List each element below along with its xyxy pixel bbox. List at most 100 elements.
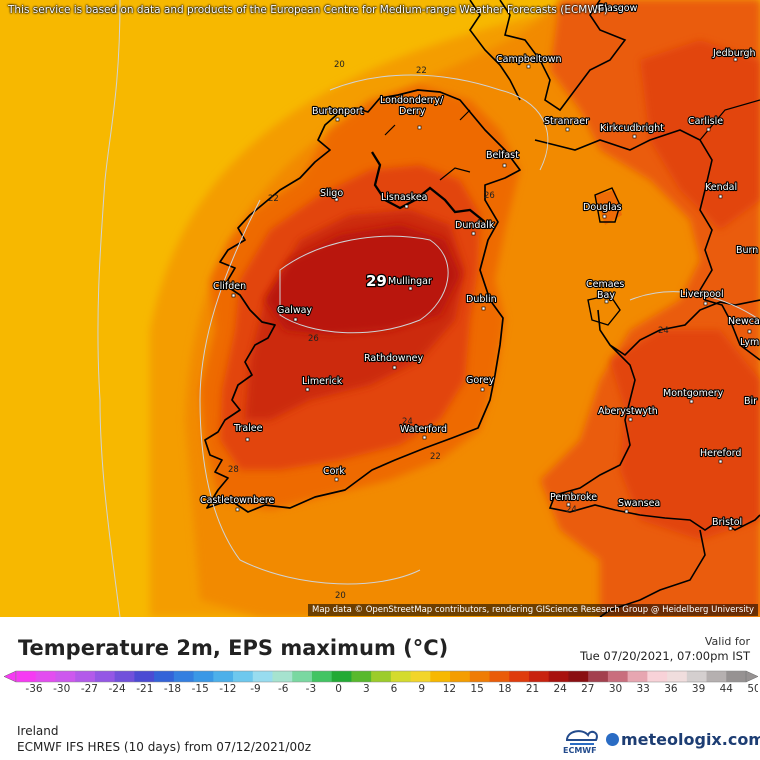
isle-of-man-coast	[594, 187, 621, 223]
isoline-label: 26	[308, 334, 319, 344]
ecmwf-notice: This service is based on data and produc…	[8, 4, 608, 16]
weather-map[interactable]: 20 22 22 26 24 26 24 28 22 24 20 29 Glas…	[0, 0, 760, 617]
scale-color-step	[469, 671, 491, 682]
svg-text:Campbeltown: Campbeltown	[496, 54, 562, 65]
ecmwf-logo[interactable]	[562, 726, 602, 756]
scale-tick-label: -27	[81, 683, 98, 692]
isotherm-24	[329, 74, 549, 171]
scale-tick-label: 44	[720, 683, 734, 692]
scale-color-step	[450, 671, 471, 682]
svg-text:Lisnaskea: Lisnaskea	[381, 192, 428, 203]
chart-title: Temperature 2m, EPS maximum (°C)	[18, 636, 449, 660]
scale-color-step	[233, 671, 254, 682]
svg-text:Derry: Derry	[399, 106, 426, 117]
city-waterford: Waterford	[399, 423, 448, 440]
wales-hot-zone	[610, 330, 760, 540]
city-hereford: Hereford	[699, 447, 743, 464]
svg-text:Stranraer: Stranraer	[544, 116, 589, 127]
region-label: Ireland	[17, 724, 59, 738]
scale-color-step	[667, 671, 688, 682]
city-burtonport: Burtonport	[311, 105, 365, 122]
svg-text:Waterford: Waterford	[400, 424, 447, 435]
svg-text:Burtonport: Burtonport	[312, 106, 364, 117]
svg-text:Lym: Lym	[740, 337, 759, 348]
model-run-label: ECMWF IFS HRES (10 days) from 07/12/2021…	[17, 740, 312, 754]
isotherm-26	[279, 235, 449, 334]
scale-color-step	[647, 671, 668, 682]
scale-color-step	[568, 671, 589, 682]
scale-tick-label: -15	[192, 683, 209, 692]
map-attribution[interactable]: Map data © OpenStreetMap contributors, r…	[308, 604, 758, 616]
isotherm-22	[199, 199, 421, 585]
svg-text:Cork: Cork	[323, 466, 345, 477]
isoline-label: 22	[430, 452, 441, 462]
city-lisnaskea: Lisnaskea	[380, 191, 429, 209]
scale-tick-label: -3	[306, 683, 316, 692]
scale-color-step	[55, 671, 76, 682]
scale-tick-label: 36	[664, 683, 678, 692]
scale-tick-label: -36	[25, 683, 42, 692]
city-dundalk: Dundalk	[454, 219, 496, 236]
scale-color-step	[371, 671, 392, 682]
city-clifden: Clifden	[212, 280, 247, 298]
color-scale-bar: -36 -30 -27 -24 -21 -18 -15 -12 -9 -6 -3 0 3 6 9 12 15 18…	[3, 670, 760, 695]
isle-of-man	[595, 190, 622, 225]
city-montgomery: Montgomery	[662, 387, 725, 404]
scale-tick-label: 33	[637, 683, 650, 692]
ireland-core-zone	[265, 225, 460, 335]
svg-text:Pembroke: Pembroke	[550, 492, 597, 503]
scale-tick-label: 9	[418, 683, 425, 692]
scale-color-step	[588, 671, 609, 682]
scale-tick-label: -30	[53, 683, 70, 692]
svg-text:Montgomery: Montgomery	[663, 388, 724, 399]
svg-text:Bristol: Bristol	[712, 517, 742, 528]
svg-text:Newca: Newca	[728, 316, 760, 327]
scale-color-step	[173, 671, 195, 682]
isotherm-wales	[629, 291, 760, 321]
svg-text:Douglas: Douglas	[583, 202, 622, 213]
scale-color-step	[331, 671, 352, 682]
scale-color-step	[94, 671, 116, 682]
city-gorey: Gorey	[465, 374, 496, 392]
svg-text:Galway: Galway	[277, 305, 312, 316]
city-burnley: Burn	[735, 244, 760, 257]
isoline-label: 22	[416, 66, 427, 76]
isoline-label: 28	[228, 465, 239, 475]
city-belfast: Belfast	[485, 149, 520, 168]
svg-text:Bir: Bir	[744, 396, 757, 407]
svg-text:Hereford: Hereford	[700, 448, 741, 459]
scale-color-step	[272, 671, 293, 682]
scale-color-step	[213, 671, 234, 682]
city-cork: Cork	[322, 465, 346, 482]
svg-text:Mullingar: Mullingar	[388, 276, 432, 287]
svg-text:Bay: Bay	[597, 290, 615, 301]
city-castletownbere: Castletownbere	[199, 494, 276, 512]
scale-color-step	[607, 671, 629, 682]
city-londonderry: Londonderry/Derry	[379, 94, 445, 130]
city-mullingar: Mullingar	[387, 275, 433, 291]
valid-for-label: Valid for	[704, 635, 750, 648]
city-tralee: Tralee	[232, 422, 264, 442]
scale-tick-label: -9	[250, 683, 260, 692]
city-kendal: Kendal	[704, 181, 738, 199]
scale-color-step	[509, 671, 530, 682]
scale-tick-label: 18	[498, 683, 511, 692]
scale-color-step	[16, 671, 37, 682]
ecmwf-logo-text: ECMWF	[563, 746, 597, 755]
city-newcastle-lyme: Newca Lym	[727, 315, 760, 349]
svg-text:Belfast: Belfast	[486, 150, 519, 161]
scale-tick-label: -18	[164, 683, 181, 692]
svg-text:Cemaes: Cemaes	[586, 279, 624, 290]
meteologix-logo[interactable]: meteologix.com	[606, 730, 760, 749]
scale-right-arrow	[745, 670, 759, 683]
scale-color-step	[706, 671, 727, 682]
svg-text:Sligo: Sligo	[320, 188, 343, 199]
isoline-label: 24	[658, 326, 669, 336]
city-pembroke: Pembroke	[549, 491, 598, 507]
svg-text:Carlisle: Carlisle	[688, 116, 723, 127]
city-douglas: Douglas	[582, 201, 623, 219]
svg-text:Jedburgh: Jedburgh	[712, 48, 756, 59]
svg-text:Limerick: Limerick	[302, 376, 343, 387]
svg-text:Dundalk: Dundalk	[455, 220, 495, 231]
scale-color-step	[410, 671, 431, 682]
